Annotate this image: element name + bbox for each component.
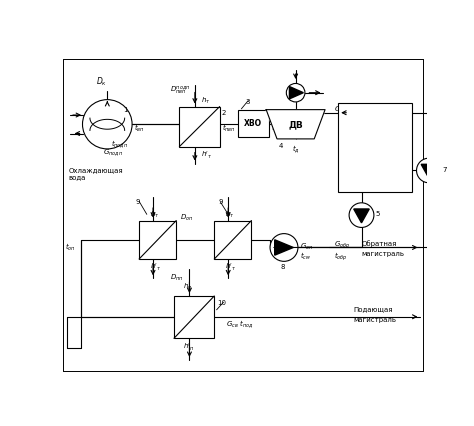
Polygon shape xyxy=(354,209,369,223)
Text: $D_к$: $D_к$ xyxy=(96,75,107,88)
Text: $t_{обр}$: $t_{обр}$ xyxy=(334,250,348,263)
Text: $h'_т$: $h'_т$ xyxy=(225,262,237,273)
Text: $t_{вп}$: $t_{вп}$ xyxy=(134,123,144,134)
Circle shape xyxy=(286,83,305,102)
Text: магистраль: магистраль xyxy=(362,250,404,256)
Text: $h'_т$: $h'_т$ xyxy=(150,262,161,273)
Text: Охлаждающая
вода: Охлаждающая вода xyxy=(69,167,123,180)
Text: 9: 9 xyxy=(218,199,223,205)
Text: магистраль: магистраль xyxy=(354,317,397,323)
Text: 6: 6 xyxy=(365,217,370,223)
Text: Обратная: Обратная xyxy=(362,240,397,247)
Polygon shape xyxy=(266,109,325,139)
Bar xyxy=(237,110,268,137)
Circle shape xyxy=(82,100,132,149)
Text: $h_т$: $h_т$ xyxy=(201,96,210,106)
Text: $G_{гр}\ t_{оп}$: $G_{гр}\ t_{оп}$ xyxy=(334,104,359,116)
Text: $t_{оп}$: $t_{оп}$ xyxy=(65,241,76,253)
Text: $t_{подп}$: $t_{подп}$ xyxy=(111,138,128,150)
Polygon shape xyxy=(290,86,303,99)
Text: $D_{оп}$: $D_{оп}$ xyxy=(180,213,193,223)
Text: $D_{пп}$: $D_{пп}$ xyxy=(170,273,183,283)
Text: $t_{хво}$: $t_{хво}$ xyxy=(271,123,284,134)
Text: 3: 3 xyxy=(245,99,250,105)
Text: $h'_п$: $h'_п$ xyxy=(183,341,195,353)
Text: 10: 10 xyxy=(218,300,227,306)
Text: 5: 5 xyxy=(375,211,380,217)
Text: ДВ: ДВ xyxy=(288,120,303,129)
Text: 1: 1 xyxy=(123,107,128,113)
Bar xyxy=(139,221,176,259)
Circle shape xyxy=(270,233,298,261)
Circle shape xyxy=(417,158,441,183)
Text: 9: 9 xyxy=(135,199,140,205)
Text: Подающая: Подающая xyxy=(354,306,393,312)
Text: $t_{пвп}$: $t_{пвп}$ xyxy=(222,123,236,134)
Circle shape xyxy=(349,203,374,227)
Bar xyxy=(214,221,251,259)
Text: $h'_т$: $h'_т$ xyxy=(201,150,212,161)
Text: $t_{см}$: $t_{см}$ xyxy=(300,250,310,262)
Polygon shape xyxy=(421,164,437,178)
Text: $h_т$: $h_т$ xyxy=(225,210,235,220)
Bar xyxy=(174,296,214,338)
Text: ХВО: ХВО xyxy=(244,119,262,128)
Text: 4: 4 xyxy=(279,143,283,149)
Text: $G_{подп}$: $G_{подп}$ xyxy=(103,147,123,158)
Text: $h_т$: $h_т$ xyxy=(150,210,159,220)
Polygon shape xyxy=(275,240,293,255)
Text: $G_{обр}$: $G_{обр}$ xyxy=(334,240,351,251)
Bar xyxy=(338,104,412,192)
Text: 2: 2 xyxy=(222,109,227,115)
Text: $D^{подп}_{пвп}$: $D^{подп}_{пвп}$ xyxy=(170,85,191,97)
Text: $t_д$: $t_д$ xyxy=(292,143,300,155)
Text: $G_{св}\ t_{под}$: $G_{св}\ t_{под}$ xyxy=(226,318,254,330)
Text: 8: 8 xyxy=(280,265,284,271)
Bar xyxy=(179,106,219,147)
Text: $G_{оп}$: $G_{оп}$ xyxy=(300,241,313,251)
Text: 7: 7 xyxy=(443,167,447,173)
Text: $h_п$: $h_п$ xyxy=(183,282,193,292)
